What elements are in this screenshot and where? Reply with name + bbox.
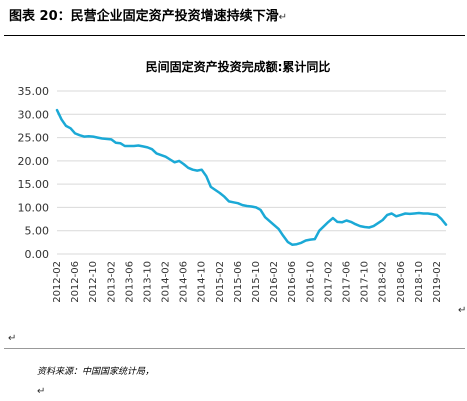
x-tick-label: 2017-02 bbox=[323, 261, 334, 303]
y-tick-label: 10.00 bbox=[18, 201, 50, 214]
x-tick-label: 2012-02 bbox=[52, 261, 63, 303]
line-chart: 民间固定资产投资完成额:累计同比 0.00 5.00 10.00 15.00 20.00… bbox=[18, 59, 448, 303]
figure-title-text: 图表 20：民营企业固定资产投资增速持续下滑 bbox=[9, 9, 279, 24]
paragraph-mark: ↵ bbox=[8, 333, 17, 344]
x-tick-label: 2016-06 bbox=[287, 261, 298, 303]
paragraph-mark: ↵ bbox=[458, 305, 467, 316]
source-divider bbox=[4, 348, 465, 349]
x-tick-label: 2017-10 bbox=[360, 261, 371, 303]
x-tick-label: 2012-10 bbox=[88, 261, 99, 303]
y-tick-label: 25.00 bbox=[18, 132, 50, 145]
series-line bbox=[55, 108, 448, 246]
title-divider bbox=[4, 35, 465, 36]
y-tick-label: 20.00 bbox=[18, 155, 50, 168]
x-tick-label: 2016-10 bbox=[305, 261, 316, 303]
x-tick-label: 2015-02 bbox=[215, 261, 226, 303]
x-tick-label: 2014-06 bbox=[179, 261, 190, 303]
paragraph-mark: ↵ bbox=[278, 12, 288, 23]
chart-title: 民间固定资产投资完成额:累计同比 bbox=[146, 59, 331, 74]
x-tick-label: 2013-02 bbox=[106, 261, 117, 303]
x-tick-label: 2017-06 bbox=[341, 261, 352, 303]
source-note: 资料来源：中国国家统计局， bbox=[37, 367, 155, 377]
x-tick-label: 2014-02 bbox=[161, 261, 172, 303]
y-tick-label: 15.00 bbox=[18, 178, 50, 191]
x-tick-label: 2014-10 bbox=[197, 261, 208, 303]
x-axis: 2012-02 2012-06 2012-10 2013-02 2013-06 2013-… bbox=[52, 261, 443, 303]
y-axis: 0.00 5.00 10.00 15.00 20.00 25.00 30.00 35.00 bbox=[18, 85, 50, 261]
y-tick-label: 35.00 bbox=[18, 85, 50, 98]
x-tick-label: 2018-06 bbox=[396, 261, 407, 303]
x-tick-label: 2015-06 bbox=[233, 261, 244, 303]
x-tick-label: 2015-10 bbox=[251, 261, 262, 303]
y-tick-label: 30.00 bbox=[18, 108, 50, 121]
x-tick-label: 2012-06 bbox=[70, 261, 81, 303]
x-tick-label: 2018-02 bbox=[378, 261, 389, 303]
y-tick-label: 0.00 bbox=[25, 248, 50, 261]
x-tick-label: 2016-02 bbox=[269, 261, 280, 303]
x-tick-label: 2018-10 bbox=[414, 261, 425, 303]
paragraph-mark: ↵ bbox=[37, 386, 46, 397]
y-tick-label: 5.00 bbox=[25, 225, 50, 238]
x-tick-label: 2019-02 bbox=[432, 261, 443, 303]
figure-title: 图表 20：民营企业固定资产投资增速持续下滑↵ bbox=[9, 5, 287, 24]
x-tick-label: 2013-06 bbox=[124, 261, 135, 303]
gridlines bbox=[57, 90, 446, 255]
x-tick-label: 2013-10 bbox=[142, 261, 153, 303]
